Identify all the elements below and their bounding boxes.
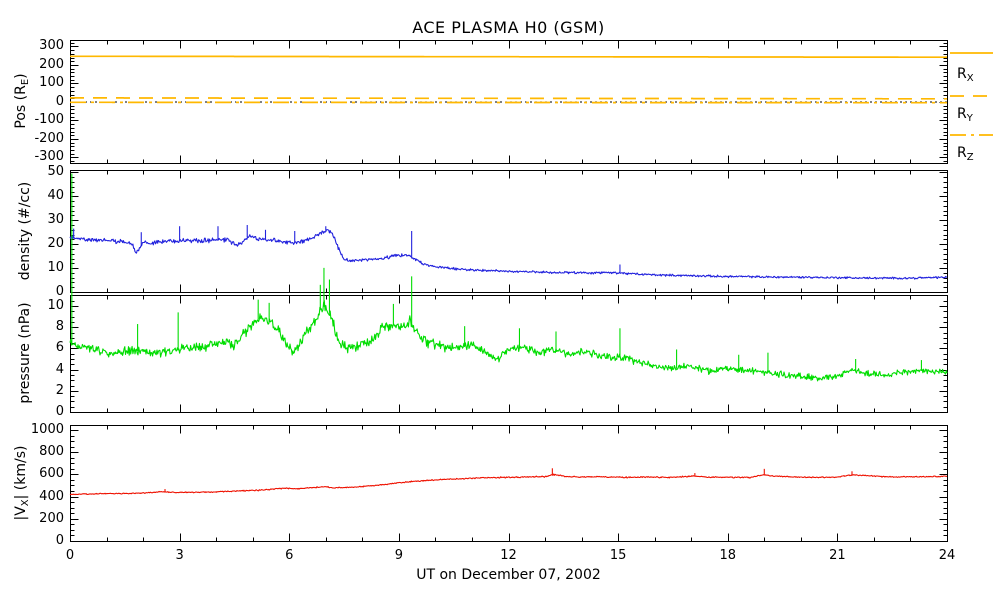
x-tick-label: 6 [285,548,294,563]
y-tick-label-velocity: 1000 [30,421,64,437]
y-tick-label-position: -100 [34,112,64,128]
series-vx [69,473,948,496]
panel-box-velocity [70,425,948,542]
y-tick-label-position: 300 [39,38,64,54]
y-tick-label-pressure: 0 [55,404,64,419]
y-tick-label-position: -300 [34,149,64,165]
x-tick-label: 0 [65,548,75,563]
legend-label-ry: RY [957,106,973,124]
y-tick-label-velocity: 600 [39,466,64,482]
x-axis-label: UT on December 07, 2002 [416,567,601,583]
y-tick-label-density: 50 [47,164,64,180]
plot-title: ACE PLASMA H0 (GSM) [412,18,605,37]
y-tick-label-velocity: 0 [55,533,64,548]
y-tick-label-position: 0 [55,93,64,109]
y-tick-label-density: 40 [47,188,64,204]
y-tick-label-velocity: 200 [39,510,64,526]
panel-box-pressure [70,295,948,413]
y-tick-label-velocity: 400 [39,488,64,504]
legend-label-rx: RX [957,66,974,84]
y-tick-label-density: 30 [47,212,64,228]
legend-label-rz: RZ [957,145,974,163]
series-RX [69,55,948,59]
y-tick-label-pressure: 4 [55,361,64,377]
y-tick-label-position: 100 [39,75,64,91]
y-tick-label-position: -200 [34,130,64,146]
y-tick-label-pressure: 2 [55,382,64,398]
x-tick-label: 15 [609,548,627,563]
y-tick-label-velocity: 800 [39,444,64,460]
x-tick-label: 3 [175,548,184,563]
y-tick-label-position: 200 [39,56,64,72]
x-tick-label: 18 [719,548,737,563]
x-tick-label: 24 [938,548,956,563]
series-density [69,229,948,280]
y-tick-label-density: 20 [47,236,64,252]
y-tick-label-density: 0 [55,284,64,299]
x-tick-label: 12 [500,548,517,563]
series-RY [69,97,948,100]
series-pressure [69,299,948,382]
x-tick-label: 9 [394,548,404,563]
panel-box-density [70,170,948,293]
x-tick-label: 21 [829,548,846,563]
y-tick-label-pressure: 6 [55,340,64,356]
y-tick-label-density: 10 [47,260,64,276]
y-tick-label-pressure: 8 [55,319,64,335]
y-tick-label-pressure: 10 [47,298,64,314]
